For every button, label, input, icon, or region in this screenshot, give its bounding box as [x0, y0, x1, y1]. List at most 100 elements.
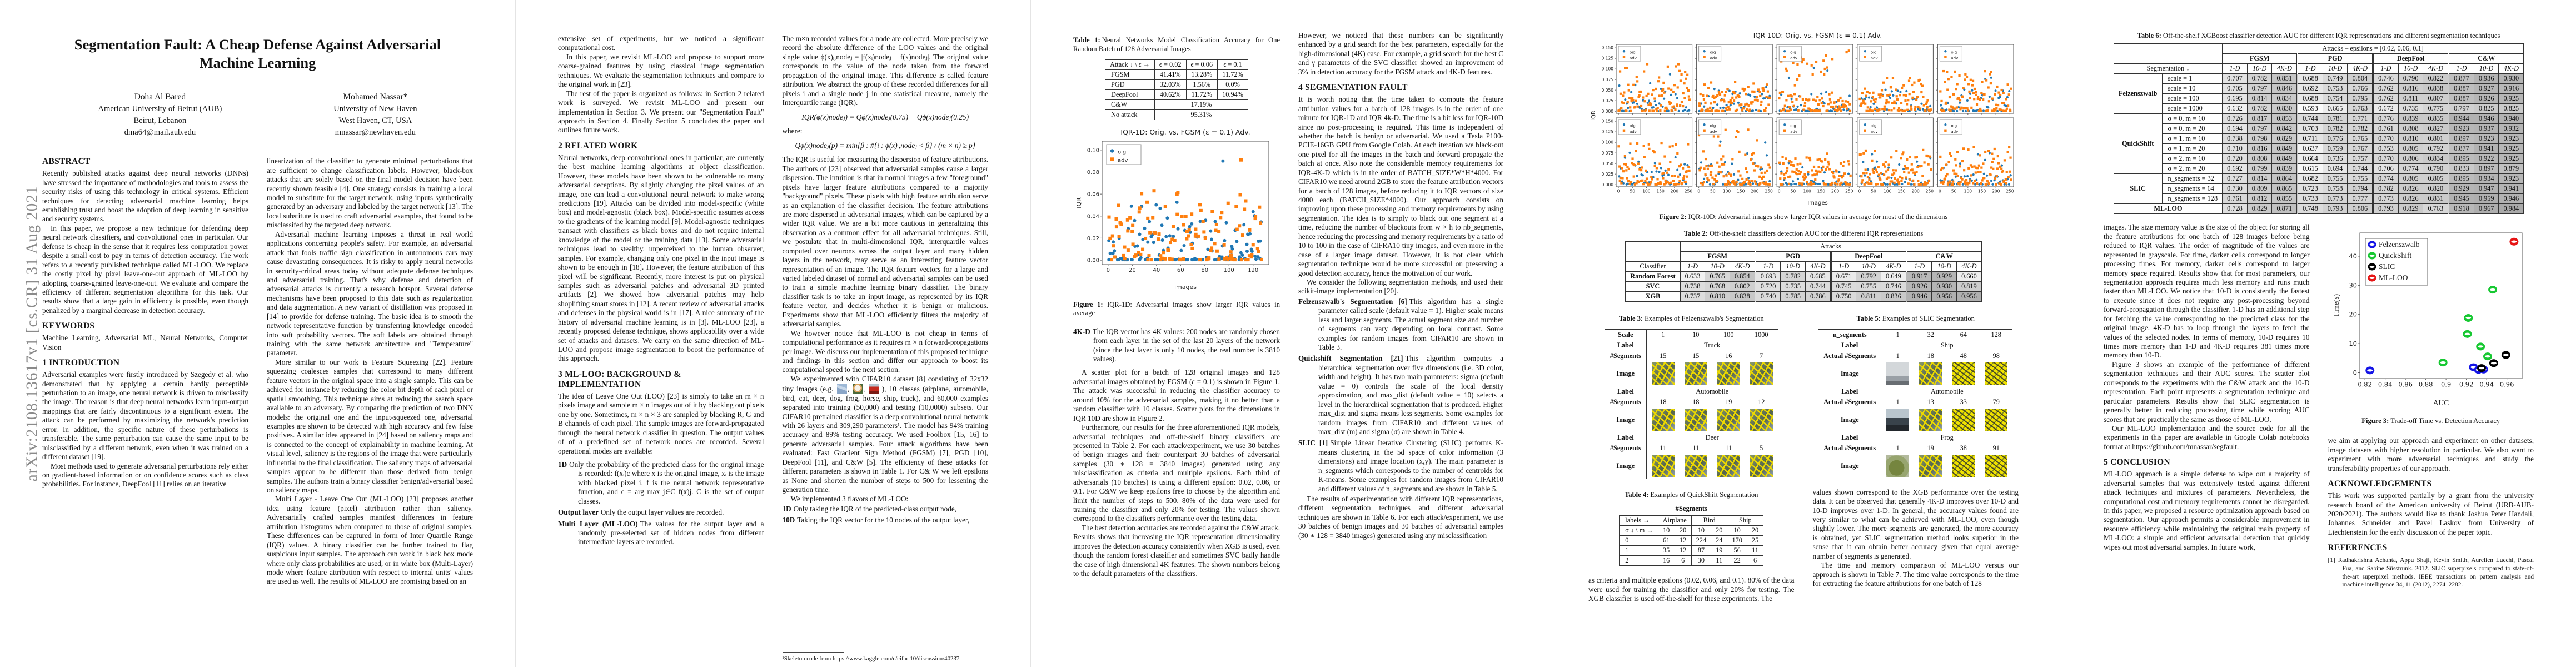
- svg-text:AUC: AUC: [2433, 399, 2449, 407]
- table-cell: 12: [1674, 535, 1692, 546]
- table-cell: 0.967: [2473, 203, 2499, 215]
- table-cell: labels →: [1619, 515, 1658, 526]
- table-cell: 0.771: [2347, 113, 2374, 125]
- table-cell: 0.797: [2246, 123, 2273, 135]
- table-cell: 0.926: [1905, 281, 1932, 292]
- footnote-block: ¹Skeleton code from https://www.kaggle.c…: [782, 646, 989, 663]
- table-cell: 0.927: [2473, 83, 2499, 94]
- table-cell: 0.810: [1705, 291, 1731, 302]
- body-paragraph: A scatter plot for a batch of 128 origin…: [1073, 368, 1280, 422]
- table-cell: [1712, 454, 1745, 479]
- svg-text:20: 20: [2349, 311, 2357, 318]
- table-cell: 0.761: [2222, 193, 2248, 205]
- body-paragraph: Adversarial machine learning imposes a t…: [267, 230, 473, 357]
- table-cell: [2114, 53, 2223, 64]
- table-cell: 0.814: [2246, 93, 2273, 104]
- table-cell: 20: [1674, 525, 1692, 536]
- svg-text:oig: oig: [1951, 123, 1957, 128]
- table-cell: 0.822: [2423, 73, 2449, 84]
- table-cell: 79: [1992, 397, 2000, 406]
- segmentation-thumbnail: [1886, 408, 1910, 431]
- svg-text:0.02: 0.02: [1087, 236, 1099, 242]
- table-cell: 0.694: [2322, 163, 2348, 175]
- table-cell: 32: [1927, 330, 1934, 339]
- segmentation-thumbnail: [1651, 362, 1675, 385]
- table-cell: 0.865: [2271, 183, 2298, 195]
- segmentation-thumbnail: [1952, 362, 1975, 385]
- segmentation-thumbnail: [1684, 454, 1707, 477]
- svg-text:50: 50: [1630, 189, 1635, 194]
- svg-text:adv: adv: [1710, 130, 1717, 134]
- table-cell: 4K-D: [1730, 261, 1756, 272]
- table-cell: 0.925: [2498, 143, 2524, 155]
- body-paragraph: We however notice that ML-LOO is not che…: [782, 328, 989, 374]
- table-cell: 0.768: [1705, 281, 1731, 292]
- table-cell: 61: [1657, 535, 1675, 546]
- svg-text:IQR: IQR: [1591, 111, 1597, 121]
- keywords-text: Machine Learning, Adversarial ML, Neural…: [42, 334, 248, 351]
- table-cell: σ = 0, m = 20: [2161, 123, 2223, 135]
- table-cell: Image: [1818, 407, 1882, 432]
- svg-text:250: 250: [2006, 189, 2014, 194]
- table-cell: 0.694: [2222, 123, 2248, 135]
- svg-text:images: images: [1174, 283, 1197, 291]
- table-cell: 0.817: [2246, 113, 2273, 125]
- table-cell: 1: [1619, 545, 1658, 556]
- table-cell: Image: [1818, 361, 1882, 386]
- table-cell: 4K-D: [2271, 63, 2298, 74]
- table-cell: ϵ = 0.1: [1217, 59, 1249, 70]
- table-cell: 0.806: [2347, 203, 2374, 215]
- segmentation-thumbnail: [1919, 454, 1942, 477]
- svg-text:250: 250: [1765, 189, 1773, 194]
- table-cell: 5: [1760, 444, 1763, 452]
- table-cell: 0.829: [2246, 203, 2273, 215]
- table-cell: 16: [1657, 555, 1675, 566]
- table-cell: 10: [1692, 330, 1700, 339]
- svg-text:0.92: 0.92: [2459, 381, 2474, 389]
- body-paragraph: The m×n recorded values for a node are c…: [782, 34, 989, 107]
- table-cell: Scale: [1605, 329, 1647, 340]
- table-cell: 13.28%: [1185, 69, 1218, 80]
- table-cell: 0.834: [2271, 93, 2298, 104]
- svg-text:adv: adv: [1951, 130, 1958, 134]
- body-paragraph-cifar: We experimented with CIFAR10 dataset [8]…: [782, 374, 989, 494]
- table-cell: 0.936: [2473, 73, 2499, 84]
- skeleton-code-footnote[interactable]: ¹Skeleton code from https://www.kaggle.c…: [782, 655, 960, 662]
- table-cell: 0.761: [2372, 123, 2399, 135]
- table-cell: 0.770: [2372, 133, 2399, 145]
- table-cell: 0.794: [2347, 183, 2374, 195]
- table-cell: 0.946: [2498, 193, 2524, 205]
- table-cell: 19: [1711, 545, 1728, 556]
- table-cell: [1980, 454, 2012, 479]
- table-cell: 87: [1691, 545, 1712, 556]
- author-email[interactable]: dma64@mail.aub.edu: [124, 127, 196, 137]
- table-cell: 0.782: [2372, 183, 2399, 195]
- table-cell: 0.759: [2322, 143, 2348, 155]
- svg-text:150: 150: [1817, 189, 1826, 194]
- segmentation-thumbnail: [1985, 362, 2008, 385]
- table-cell: Automobile: [1696, 387, 1729, 395]
- table-cell: 0.790: [2423, 163, 2449, 175]
- table-cell: 1-D: [2448, 63, 2474, 74]
- body-paragraph: The best detection accuracies are record…: [1073, 523, 1280, 578]
- table-cell: Label: [1605, 386, 1647, 397]
- table-cell: 4K-D: [1956, 261, 1982, 272]
- svg-text:120: 120: [1248, 267, 1258, 273]
- table-cell: 4K-D: [2498, 63, 2524, 74]
- intro-paragraph: Most methods used to generate adversaria…: [42, 461, 248, 489]
- definition-item: 10D Taking the IQR vector for the 10 node…: [782, 516, 970, 525]
- table-cell: 1-D: [1680, 261, 1706, 272]
- svg-text:80: 80: [1201, 267, 1208, 273]
- p2-col-left: extensive set of experiments, but we not…: [558, 34, 764, 548]
- table-cell: Attack ↓ \ ϵ →: [1104, 59, 1155, 70]
- segmentation-thumbnail: [1952, 454, 1975, 477]
- table-cell: 0: [1619, 535, 1658, 546]
- author-email[interactable]: mnassar@newhaven.edu: [335, 127, 416, 137]
- mlloo-heading: 3 ML-LOO: BACKGROUND & IMPLEMENTATION: [558, 369, 681, 389]
- table-cell: QuickShift: [2113, 113, 2163, 175]
- table-3-caption: Table 3: Examples of Felzenszwalb's Segme…: [1618, 315, 1764, 323]
- table-cell: 0.649: [1881, 271, 1907, 282]
- table-cell: 0.706: [2372, 163, 2399, 175]
- table-cell: Bird: [1691, 515, 1728, 526]
- svg-text:200: 200: [1751, 189, 1759, 194]
